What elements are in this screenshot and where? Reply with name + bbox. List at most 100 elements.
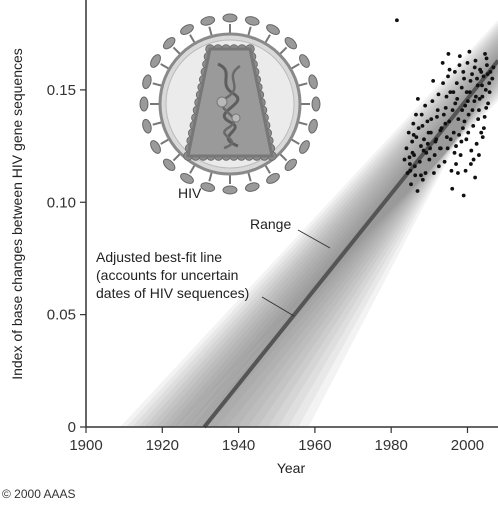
scatter-point [480,94,485,99]
scatter-points [395,18,496,198]
envelope-spike-head [284,158,298,172]
envelope-spike-stalk [160,63,170,70]
scatter-point [490,76,495,81]
envelope-spike-head [222,185,238,195]
scatter-point [469,162,473,166]
scatter-point [460,108,465,113]
envelope-spike-head [244,16,260,26]
scatter-point [461,193,466,198]
scatter-point [441,81,445,86]
scatter-point [419,144,423,148]
scatter-point [436,92,441,97]
x-tick-label: 1900 [69,437,102,454]
scatter-point [441,112,446,117]
scatter-point [452,150,457,155]
range-band-layer [150,34,498,428]
scatter-point [395,18,399,23]
scatter-point [479,130,484,135]
range-leader-line [297,229,331,249]
best-fit-label-line-1: Adjusted best-fit line [96,249,222,265]
scatter-point [422,137,426,142]
envelope-spike-stalk [264,34,271,44]
scatter-point [466,112,471,117]
scatter-point [408,168,413,173]
scatter-point [451,90,456,95]
virus-rna-strand-2 [220,64,241,150]
scatter-point [414,112,418,117]
range-band-layer [120,20,498,427]
scatter-point [459,85,464,90]
envelope-spike-stalk [278,152,288,162]
scatter-point [479,70,484,74]
envelope-spike-head [142,118,152,134]
scatter-point [467,90,472,95]
envelope-spike-head [162,36,176,50]
scatter-point [404,146,409,151]
scatter-point [411,121,416,126]
range-band-layer [126,23,498,428]
scatter-point [407,155,412,160]
envelope-spike-head [308,118,318,134]
range-band-layer [168,43,498,428]
scatter-point [419,173,423,178]
scatter-point [447,119,452,124]
envelope-spike-stalk [290,63,300,70]
scatter-point [456,171,460,175]
copyright-credit: © 2000 AAAS [2,487,76,501]
scatter-point [411,132,416,137]
y-tick-label: 0.10 [47,194,76,211]
envelope-spike-head [200,182,216,192]
scatter-point [448,90,453,95]
scatter-point [486,101,490,106]
scatter-point [484,105,489,110]
scatter-point [454,81,459,86]
scatter-point [413,173,418,178]
scatter-point [477,153,481,157]
range-band-layer [180,49,498,427]
scatter-point [488,70,493,74]
range-band-layer [144,31,498,427]
scatter-point [484,56,489,61]
scatter-point [469,148,474,153]
envelope-spike-stalk [152,82,163,87]
virus-capsid [186,47,274,158]
x-tick-label: 1940 [222,437,255,454]
scatter-point [424,150,429,155]
scatter-point [434,137,439,142]
envelope-spike-head [180,24,194,35]
scatter-point [448,137,453,142]
y-axis-title: Index of base changes between HIV gene s… [9,48,25,380]
envelope-spike-stalk [290,138,300,145]
envelope-spike-stalk [297,82,308,87]
scatter-point [409,182,413,187]
scatter-point [491,65,496,70]
scatter-point [463,168,468,173]
envelope-spike-head [308,74,318,90]
scatter-point [464,90,469,95]
envelope-spike-stalk [247,26,252,37]
scatter-point [432,171,436,175]
scatter-point [476,117,481,122]
scatter-point [405,171,410,175]
scatter-point [450,186,455,191]
envelope-spike-stalk [172,152,182,162]
envelope-spike-stalk [264,164,271,174]
scatter-point [420,177,425,182]
envelope-spike-head [266,173,280,184]
scatter-point [473,94,478,99]
envelope-spike-head [139,96,149,112]
scatter-point [412,164,417,169]
scatter-point [446,74,450,79]
scatter-point [470,72,474,77]
x-tick-label: 1920 [146,437,179,454]
scatter-point [450,108,455,113]
scatter-point [462,119,467,124]
envelope-spike-stalk [172,46,182,56]
scatter-point [468,79,473,83]
scatter-point [436,164,441,169]
scatter-point [443,121,448,126]
range-label: Range [250,216,291,232]
best-fit-label-line-3: dates of HIV sequences) [96,285,249,301]
range-band-layer [162,40,498,427]
scatter-point [485,72,490,77]
